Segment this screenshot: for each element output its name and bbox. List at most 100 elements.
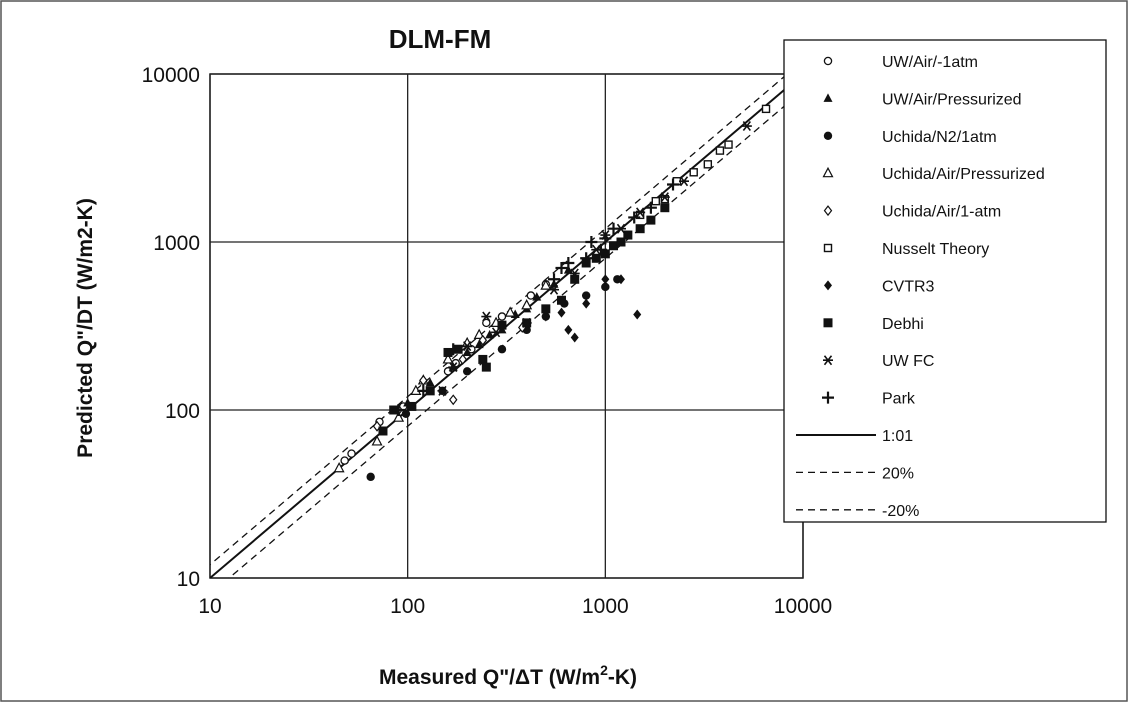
legend-box <box>783 39 1107 523</box>
legend-label: UW FC <box>882 353 934 370</box>
x-tick-label: 10 <box>198 595 221 618</box>
data-point <box>564 324 573 335</box>
legend-label: -20% <box>882 503 919 520</box>
data-point <box>462 347 472 356</box>
data-point <box>585 236 598 248</box>
data-point <box>448 394 458 406</box>
series-park <box>392 178 680 416</box>
data-point <box>562 256 575 269</box>
x-tick-label: 100 <box>390 595 425 618</box>
data-point <box>443 347 453 357</box>
data-point <box>482 318 491 328</box>
data-point <box>442 353 454 364</box>
data-point <box>474 339 484 349</box>
data-point <box>555 262 568 275</box>
legend-label: Park <box>882 391 916 408</box>
y-tick-label: 10 <box>177 568 200 591</box>
legend-label: 1:01 <box>882 428 913 445</box>
legend: UW/Air/-1atm UW/Air/Pressurized Uchida/N2/… <box>783 39 1107 523</box>
data-point <box>458 353 468 365</box>
data-point <box>569 268 580 279</box>
data-point <box>521 299 533 310</box>
data-point <box>425 386 435 396</box>
legend-marker <box>822 391 834 404</box>
data-point <box>497 312 507 321</box>
data-point <box>667 178 680 191</box>
data-point <box>660 203 670 213</box>
data-point <box>485 329 495 339</box>
data-point <box>481 362 491 372</box>
data-point <box>616 237 626 247</box>
legend-label: UW/Air/Pressurized <box>882 91 1022 108</box>
data-point <box>644 201 657 214</box>
data-point <box>678 176 689 187</box>
legend-marker <box>824 280 832 291</box>
data-point <box>556 295 566 305</box>
data-point <box>504 306 516 317</box>
data-point <box>581 291 591 300</box>
data-point <box>378 426 388 436</box>
data-point <box>689 168 698 177</box>
series-nusselt-theory <box>635 104 771 220</box>
data-point <box>724 140 733 149</box>
data-point <box>660 194 670 204</box>
data-point <box>607 222 620 235</box>
legend-label: Uchida/Air/1-atm <box>882 204 1001 221</box>
data-point <box>616 274 625 285</box>
data-point <box>557 307 566 318</box>
data-point <box>599 232 612 245</box>
data-point <box>591 253 601 263</box>
data-point <box>548 273 561 286</box>
legend-marker <box>822 166 834 178</box>
data-point <box>594 243 607 256</box>
reference-line-1-01 <box>210 74 803 578</box>
data-point <box>392 404 405 416</box>
data-point <box>609 241 619 251</box>
legend-label: Uchida/N2/1atm <box>882 129 997 146</box>
data-point <box>366 472 375 482</box>
y-tick-label: 100 <box>165 400 200 423</box>
data-point <box>741 121 752 132</box>
legend-label: UW/Air/-1atm <box>882 54 978 71</box>
y-tick-label: 1000 <box>153 232 200 255</box>
data-point <box>570 332 579 343</box>
data-point <box>497 345 507 354</box>
data-point <box>570 274 580 284</box>
legend-label: Uchida/Air/Pressurized <box>882 166 1045 183</box>
legend-marker <box>823 93 833 102</box>
legend-marker <box>823 355 833 366</box>
x-axis-title-part-1: Measured Q"/ <box>379 666 515 689</box>
data-point <box>437 385 448 396</box>
data-point <box>407 401 417 411</box>
data-point <box>481 311 492 322</box>
data-point <box>601 282 610 292</box>
legend-label: Nusselt Theory <box>882 241 989 258</box>
data-point <box>549 284 560 295</box>
legend-label: 20% <box>882 465 914 482</box>
data-point <box>563 265 573 274</box>
data-point <box>646 215 656 225</box>
reference-lines <box>210 74 803 578</box>
x-tick-label: 1000 <box>582 595 629 618</box>
data-point <box>633 309 642 320</box>
chart-title: DLM-FM <box>389 24 492 54</box>
y-axis-title: Predicted Q"/DT (W/m2-K) <box>74 198 97 458</box>
data-point <box>371 435 383 446</box>
data-point <box>580 252 593 265</box>
data-point <box>497 320 507 330</box>
data-point <box>532 292 542 301</box>
series-cvtr3 <box>541 274 642 343</box>
data-point <box>417 384 430 397</box>
x-axis-title-superscript: 2 <box>600 662 608 678</box>
x-axis-title: Measured Q"/ΔT (W/m2-K) <box>379 662 637 689</box>
data-point <box>659 192 670 203</box>
data-point <box>635 224 645 234</box>
data-point <box>401 409 411 418</box>
legend-marker <box>823 131 833 140</box>
data-point <box>540 279 552 290</box>
data-point <box>600 249 610 259</box>
data-point <box>521 317 532 328</box>
data-point <box>491 327 502 338</box>
data-point <box>715 146 725 155</box>
